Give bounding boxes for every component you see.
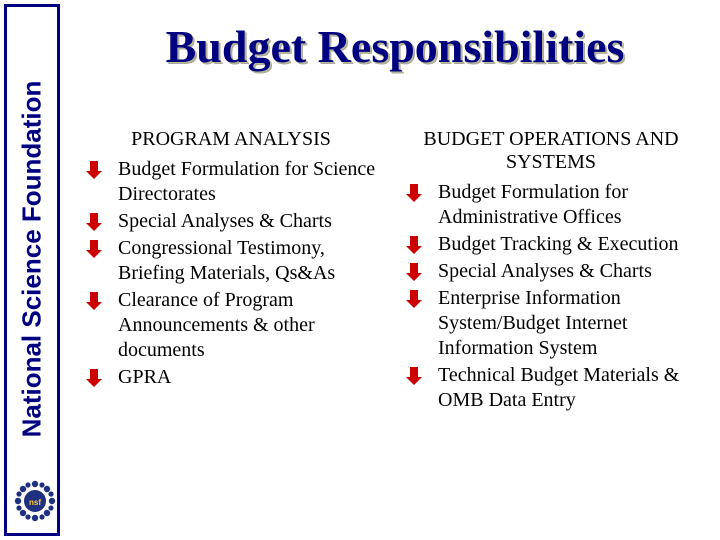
- list-item-text: Special Analyses & Charts: [118, 210, 332, 232]
- list-item: Technical Budget Materials & OMB Data En…: [396, 363, 706, 413]
- list-item-text: Budget Formulation for Science Directora…: [118, 158, 375, 205]
- column-right-header: BUDGET OPERATIONS AND SYSTEMS: [396, 128, 706, 174]
- arrow-down-icon: [84, 211, 104, 231]
- list-item: Budget Tracking & Execution: [396, 232, 706, 257]
- arrow-down-icon: [404, 365, 424, 385]
- column-right-list: Budget Formulation for Administrative Of…: [396, 180, 706, 413]
- sidebar: National Science Foundation nsf: [4, 4, 60, 536]
- column-left: PROGRAM ANALYSIS Budget Formulation for …: [76, 128, 386, 415]
- list-item: Special Analyses & Charts: [76, 209, 386, 234]
- list-item-text: Technical Budget Materials & OMB Data En…: [438, 364, 679, 411]
- list-item: Budget Formulation for Administrative Of…: [396, 180, 706, 230]
- list-item: Congressional Testimony, Briefing Materi…: [76, 236, 386, 286]
- list-item-text: Budget Formulation for Administrative Of…: [438, 181, 628, 228]
- list-item-text: Clearance of Program Announcements & oth…: [118, 289, 315, 361]
- column-right: BUDGET OPERATIONS AND SYSTEMS Budget For…: [396, 128, 706, 415]
- arrow-down-icon: [404, 261, 424, 281]
- arrow-down-icon: [84, 238, 104, 258]
- arrow-down-icon: [84, 367, 104, 387]
- arrow-down-icon: [404, 288, 424, 308]
- arrow-down-icon: [84, 290, 104, 310]
- list-item-text: Special Analyses & Charts: [438, 260, 652, 282]
- list-item: Enterprise Information System/Budget Int…: [396, 286, 706, 361]
- content-columns: PROGRAM ANALYSIS Budget Formulation for …: [76, 128, 712, 415]
- list-item-text: Enterprise Information System/Budget Int…: [438, 287, 627, 359]
- nsf-logo-icon: nsf: [13, 479, 57, 523]
- arrow-down-icon: [404, 234, 424, 254]
- list-item-text: GPRA: [118, 366, 171, 388]
- column-left-header: PROGRAM ANALYSIS: [76, 128, 386, 151]
- arrow-down-icon: [404, 182, 424, 202]
- list-item: GPRA: [76, 365, 386, 390]
- page-title: Budget Responsibilities: [90, 20, 700, 73]
- list-item: Special Analyses & Charts: [396, 259, 706, 284]
- column-left-list: Budget Formulation for Science Directora…: [76, 157, 386, 390]
- svg-text:nsf: nsf: [29, 498, 41, 507]
- arrow-down-icon: [84, 159, 104, 179]
- list-item-text: Budget Tracking & Execution: [438, 233, 679, 255]
- list-item: Clearance of Program Announcements & oth…: [76, 288, 386, 363]
- list-item: Budget Formulation for Science Directora…: [76, 157, 386, 207]
- sidebar-label: National Science Foundation: [17, 81, 48, 438]
- list-item-text: Congressional Testimony, Briefing Materi…: [118, 237, 335, 284]
